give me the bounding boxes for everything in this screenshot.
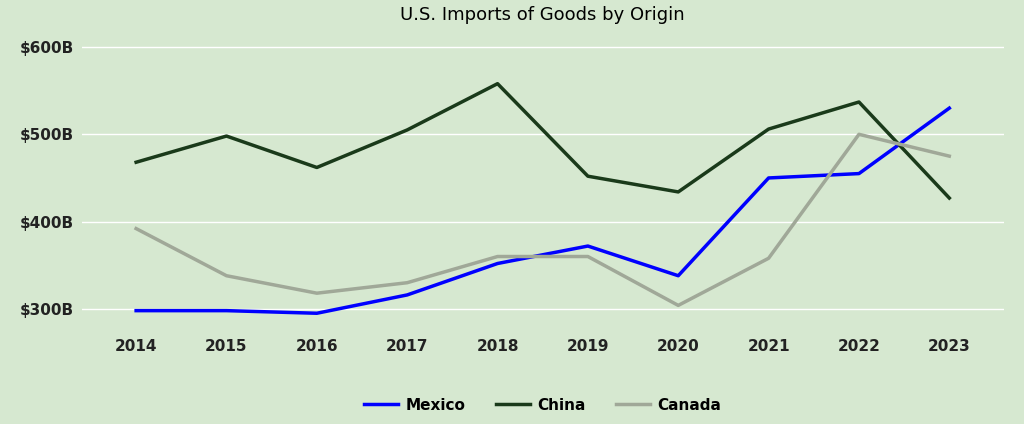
Canada — [492, 254, 504, 259]
Canada — [672, 303, 684, 308]
China — [672, 190, 684, 195]
China — [763, 126, 775, 131]
China — [130, 160, 142, 165]
Mexico — [310, 311, 323, 316]
China — [310, 165, 323, 170]
Mexico — [672, 273, 684, 278]
Line: Mexico: Mexico — [136, 108, 949, 313]
Canada — [763, 256, 775, 261]
China — [492, 81, 504, 86]
Canada — [582, 254, 594, 259]
China — [943, 195, 955, 201]
Legend: Mexico, China, Canada: Mexico, China, Canada — [358, 392, 727, 419]
Mexico — [763, 176, 775, 181]
Canada — [130, 226, 142, 231]
Line: China: China — [136, 84, 949, 198]
Mexico — [220, 308, 232, 313]
China — [220, 134, 232, 139]
Mexico — [401, 293, 414, 298]
China — [853, 100, 865, 105]
Title: U.S. Imports of Goods by Origin: U.S. Imports of Goods by Origin — [400, 6, 685, 24]
Canada — [853, 132, 865, 137]
Mexico — [582, 243, 594, 248]
Mexico — [492, 261, 504, 266]
China — [582, 174, 594, 179]
Mexico — [853, 171, 865, 176]
Mexico — [130, 308, 142, 313]
Mexico — [943, 106, 955, 111]
Canada — [943, 153, 955, 159]
Canada — [310, 290, 323, 296]
Canada — [220, 273, 232, 278]
China — [401, 127, 414, 132]
Line: Canada: Canada — [136, 134, 949, 305]
Canada — [401, 280, 414, 285]
